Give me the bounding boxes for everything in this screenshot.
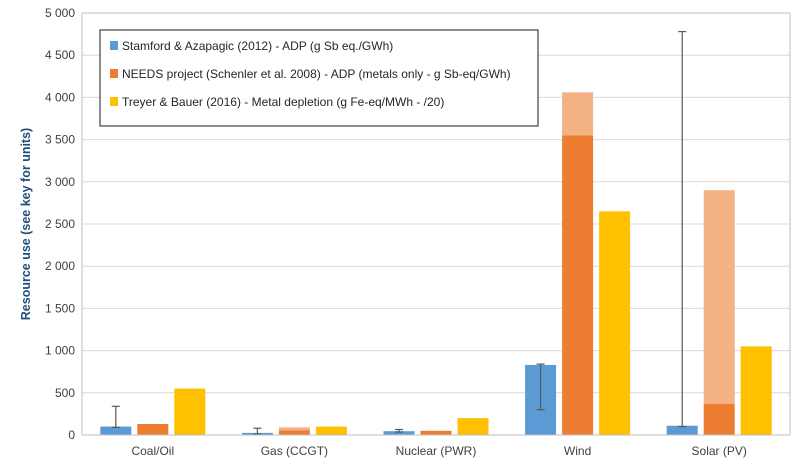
y-tick-label: 500 xyxy=(55,386,75,400)
y-tick-label: 2 000 xyxy=(45,259,75,273)
bar xyxy=(740,346,772,435)
bar xyxy=(562,135,594,435)
legend-swatch xyxy=(110,41,118,50)
bar xyxy=(457,418,489,435)
plot-frame xyxy=(81,12,791,436)
bar-range-segment xyxy=(278,427,310,431)
bar xyxy=(315,426,347,435)
legend-label: NEEDS project (Schenler et al. 2008) - A… xyxy=(122,67,511,81)
bar xyxy=(100,426,132,435)
x-tick-label: Coal/Oil xyxy=(131,444,174,458)
x-tick-label: Solar (PV) xyxy=(692,444,747,458)
legend-label: Stamford & Azapagic (2012) - ADP (g Sb e… xyxy=(122,39,393,53)
bar xyxy=(420,430,452,435)
bar xyxy=(383,431,415,435)
y-tick-label: 4 500 xyxy=(45,48,75,62)
y-axis-title: Resource use (see key for units) xyxy=(19,128,33,320)
x-tick-label: Gas (CCGT) xyxy=(261,444,328,458)
legend: Stamford & Azapagic (2012) - ADP (g Sb e… xyxy=(99,29,539,127)
bar xyxy=(174,388,206,435)
y-tick-label: 3 000 xyxy=(45,175,75,189)
y-tick-label: 3 500 xyxy=(45,133,75,147)
x-tick-label: Nuclear (PWR) xyxy=(396,444,477,458)
bar xyxy=(703,403,735,435)
bar xyxy=(599,211,631,435)
y-tick-label: 0 xyxy=(68,428,75,442)
legend-swatch xyxy=(110,69,118,78)
y-tick-label: 2 500 xyxy=(45,217,75,231)
y-tick-label: 1 000 xyxy=(45,344,75,358)
bar-range-segment xyxy=(703,190,735,404)
y-tick-label: 5 000 xyxy=(45,6,75,20)
legend-label: Treyer & Bauer (2016) - Metal depletion … xyxy=(122,95,444,109)
x-tick-label: Wind xyxy=(564,444,591,458)
axes: 0 500 1 000 1 500 2 000 2 500 3 000 3 500 4 000 4… xyxy=(19,6,791,458)
bar-range-segment xyxy=(562,92,594,136)
legend-box xyxy=(99,29,539,127)
bar xyxy=(666,425,698,435)
y-tick-label: 4 000 xyxy=(45,90,75,104)
y-tick-label: 1 500 xyxy=(45,301,75,315)
error-bars xyxy=(111,30,687,435)
legend-swatch xyxy=(110,97,118,106)
bars xyxy=(100,92,772,435)
bar xyxy=(278,430,310,435)
bar xyxy=(137,424,169,435)
